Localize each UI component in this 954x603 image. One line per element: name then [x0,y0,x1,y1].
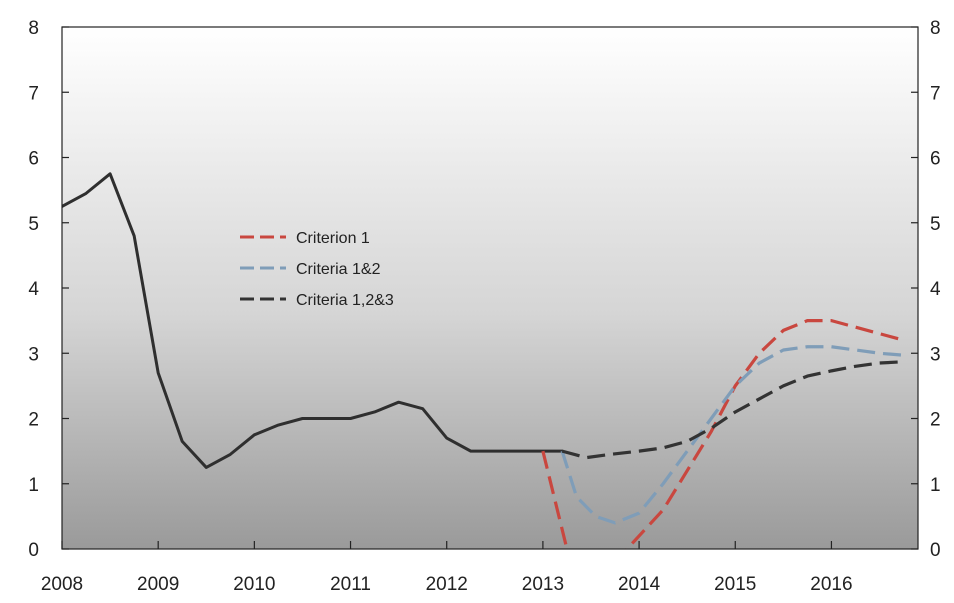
x-tick-label: 2015 [714,574,756,595]
plot-background [62,27,918,549]
x-tick-label: 2010 [233,574,275,595]
x-tick-label: 2016 [810,574,852,595]
series-line-projection [560,345,904,525]
x-tick-label: 2012 [426,574,468,595]
x-tick-label: 2014 [618,574,661,595]
y-tick-label-right: 5 [930,214,941,235]
axis-layer: 0 0 1 1 2 2 3 3 4 4 5 5 6 6 7 7 8 8 2008 2009 2010 2011 2012 20… [28,18,941,595]
y-tick-label-right: 3 [930,344,941,365]
series-line-projection [541,319,904,549]
y-tick-label-left: 1 [28,475,39,496]
series-line-projection [561,360,904,460]
y-tick-label-right: 2 [930,410,941,431]
legend-label-criterion-1: Criterion 1 [296,230,370,247]
y-tick-label-left: 7 [28,83,39,104]
y-tick-label-right: 8 [930,18,941,39]
y-tick-label-right: 0 [930,540,941,561]
y-tick-label-left: 5 [28,214,39,235]
x-tick-label: 2008 [41,574,83,595]
y-tick-label-right: 7 [930,83,941,104]
y-tick-label-right: 1 [930,475,941,496]
legend: Criterion 1 Criteria 1&2 Criteria 1,2&3 [240,230,394,309]
y-tick-label-left: 3 [28,344,39,365]
legend-label-criteria-1-2: Criteria 1&2 [296,261,381,278]
y-tick-label-right: 6 [930,149,941,170]
series-line-actual [62,172,564,469]
x-tick-label: 2009 [137,574,179,595]
y-tick-label-right: 4 [930,279,941,300]
y-tick-label-left: 8 [28,18,39,39]
legend-label-criteria-1-2-3: Criteria 1,2&3 [296,292,394,309]
series-layer [62,172,904,549]
y-tick-label-left: 4 [28,279,39,300]
x-tick-label: 2013 [522,574,564,595]
y-tick-label-left: 2 [28,410,39,431]
x-tick-label: 2011 [330,574,371,595]
y-tick-label-left: 0 [28,540,39,561]
y-tick-label-left: 6 [28,149,39,170]
